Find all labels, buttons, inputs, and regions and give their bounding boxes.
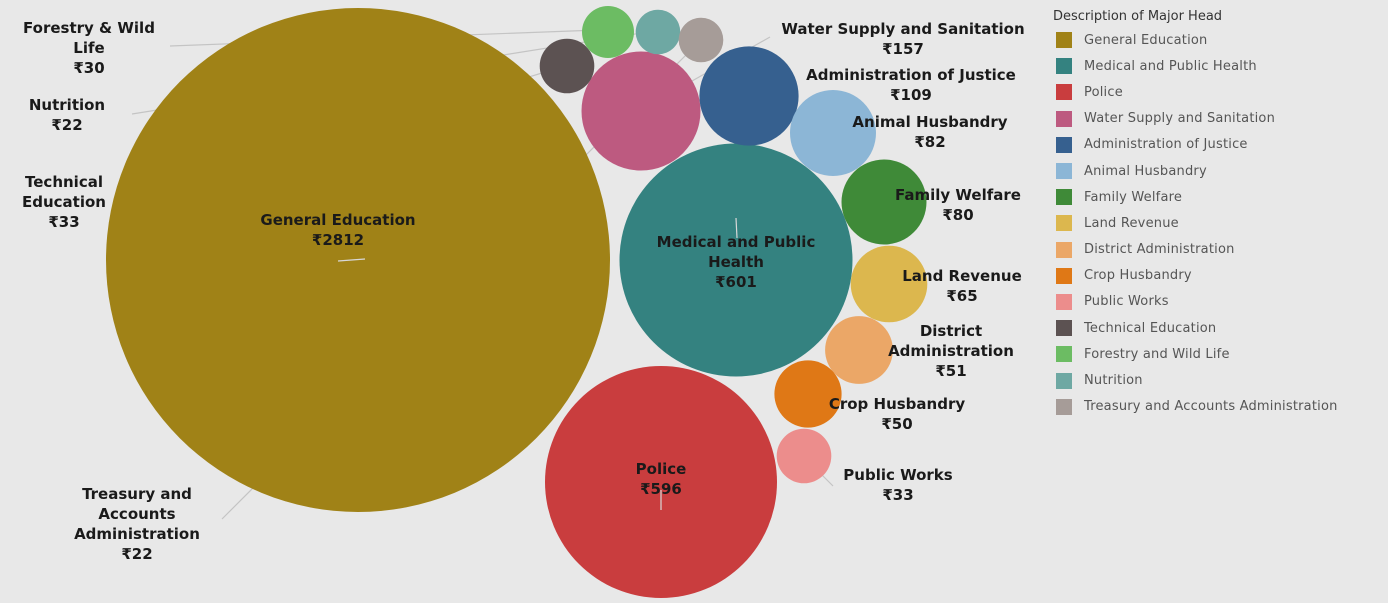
bubble-animal-husbandry[interactable]	[790, 90, 876, 176]
bubble-label-administration-of-justice: Administration of Justice ₹109	[806, 66, 1016, 104]
legend-item-public-works[interactable]: Public Works	[1053, 289, 1383, 315]
legend-label: Family Welfare	[1084, 189, 1183, 205]
legend-swatch	[1056, 84, 1072, 101]
legend-label: General Education	[1084, 32, 1208, 48]
legend-label: District Administration	[1084, 242, 1235, 258]
legend-item-crop-husbandry[interactable]: Crop Husbandry	[1053, 263, 1383, 289]
legend-swatch	[1056, 32, 1072, 49]
legend-item-animal-husbandry[interactable]: Animal Husbandry	[1053, 158, 1383, 184]
legend-items: General Education Medical and Public Heal…	[1053, 27, 1383, 420]
legend-label: Police	[1084, 84, 1123, 100]
bubble-police[interactable]	[545, 366, 777, 598]
bubble-technical-education[interactable]	[539, 38, 595, 94]
legend-item-treasury-and-accounts-administration[interactable]: Treasury and Accounts Administration	[1053, 394, 1383, 420]
bubble-label-crop-husbandry: Crop Husbandry ₹50	[829, 395, 966, 433]
legend-item-medical-and-public-health[interactable]: Medical and Public Health	[1053, 53, 1383, 79]
legend-item-nutrition[interactable]: Nutrition	[1053, 367, 1383, 393]
legend-label: Crop Husbandry	[1084, 268, 1192, 284]
legend-swatch	[1056, 320, 1072, 337]
legend-item-water-supply-and-sanitation[interactable]: Water Supply and Sanitation	[1053, 106, 1383, 132]
bubble-label-police: Police ₹596	[636, 460, 687, 498]
legend-item-land-revenue[interactable]: Land Revenue	[1053, 210, 1383, 236]
bubble-label-general-education: General Education ₹2812	[260, 211, 415, 249]
bubble-label-animal-husbandry: Animal Husbandry ₹82	[852, 113, 1007, 151]
legend-swatch	[1056, 110, 1072, 127]
legend-swatch	[1056, 267, 1072, 284]
bubble-administration-of-justice[interactable]	[699, 46, 799, 146]
bubble-public-works[interactable]	[776, 428, 832, 484]
bubble-label-treasury-and-accounts-administration: Treasury and Accounts Administration ₹22	[74, 485, 200, 563]
legend-swatch	[1056, 215, 1072, 232]
legend-swatch	[1056, 163, 1072, 180]
bubble-treasury-and-accounts-administration[interactable]	[678, 17, 724, 63]
bubble-forestry-and-wild-life[interactable]	[582, 6, 634, 58]
legend-swatch	[1056, 136, 1072, 153]
bubble-label-medical-and-public-health: Medical and Public Health ₹601	[657, 233, 816, 291]
legend-item-general-education[interactable]: General Education	[1053, 27, 1383, 53]
legend-item-police[interactable]: Police	[1053, 79, 1383, 105]
legend-label: Technical Education	[1084, 320, 1217, 336]
bubble-label-technical-education: Technical Education ₹33	[22, 173, 106, 231]
legend-swatch	[1056, 189, 1072, 206]
tick-line-medical-and-public-health	[735, 217, 738, 239]
legend-label: Treasury and Accounts Administration	[1084, 399, 1338, 415]
bubble-label-land-revenue: Land Revenue ₹65	[902, 267, 1022, 305]
legend-label: Public Works	[1084, 294, 1169, 310]
bubble-labels: General Education ₹2812 Medical and Public…	[22, 19, 1025, 563]
tick-line-general-education	[337, 258, 366, 262]
legend-item-family-welfare[interactable]: Family Welfare	[1053, 184, 1383, 210]
bubble-label-forestry-and-wild-life: Forestry & Wild Life ₹30	[23, 19, 155, 77]
legend-label: Medical and Public Health	[1084, 58, 1257, 74]
legend-swatch	[1056, 241, 1072, 258]
bubble-label-district-administration: District Administration ₹51	[888, 322, 1014, 380]
legend-label: Nutrition	[1084, 373, 1143, 389]
legend-title: Description of Major Head	[1053, 9, 1223, 24]
bubble-land-revenue[interactable]	[850, 245, 928, 323]
bubble-district-administration[interactable]	[825, 316, 893, 384]
legend-label: Animal Husbandry	[1084, 163, 1207, 179]
legend-swatch	[1056, 346, 1072, 363]
legend-item-district-administration[interactable]: District Administration	[1053, 237, 1383, 263]
bubble-water-supply-and-sanitation[interactable]	[581, 51, 701, 171]
bubble-medical-and-public-health[interactable]	[619, 143, 853, 377]
legend-item-technical-education[interactable]: Technical Education	[1053, 315, 1383, 341]
bubble-nutrition[interactable]	[635, 9, 681, 55]
bubble-label-public-works: Public Works ₹33	[843, 466, 952, 504]
bubble-crop-husbandry[interactable]	[774, 360, 842, 428]
legend-label: Administration of Justice	[1084, 137, 1248, 153]
bubble-family-welfare[interactable]	[841, 159, 927, 245]
legend-swatch	[1056, 372, 1072, 389]
legend-label: Water Supply and Sanitation	[1084, 111, 1276, 127]
legend-label: Land Revenue	[1084, 215, 1179, 231]
legend-item-forestry-and-wild-life[interactable]: Forestry and Wild Life	[1053, 341, 1383, 367]
legend-swatch	[1056, 398, 1072, 415]
legend-swatch	[1056, 58, 1072, 75]
legend-swatch	[1056, 293, 1072, 310]
legend-item-administration-of-justice[interactable]: Administration of Justice	[1053, 132, 1383, 158]
bubbles	[106, 6, 928, 598]
legend-label: Forestry and Wild Life	[1084, 346, 1230, 362]
bubble-label-family-welfare: Family Welfare ₹80	[895, 186, 1021, 224]
bubble-label-nutrition: Nutrition ₹22	[29, 96, 105, 134]
bubble-label-water-supply-and-sanitation: Water Supply and Sanitation ₹157	[781, 20, 1024, 58]
legend: Description of Major Head General Educat…	[1053, 9, 1383, 420]
